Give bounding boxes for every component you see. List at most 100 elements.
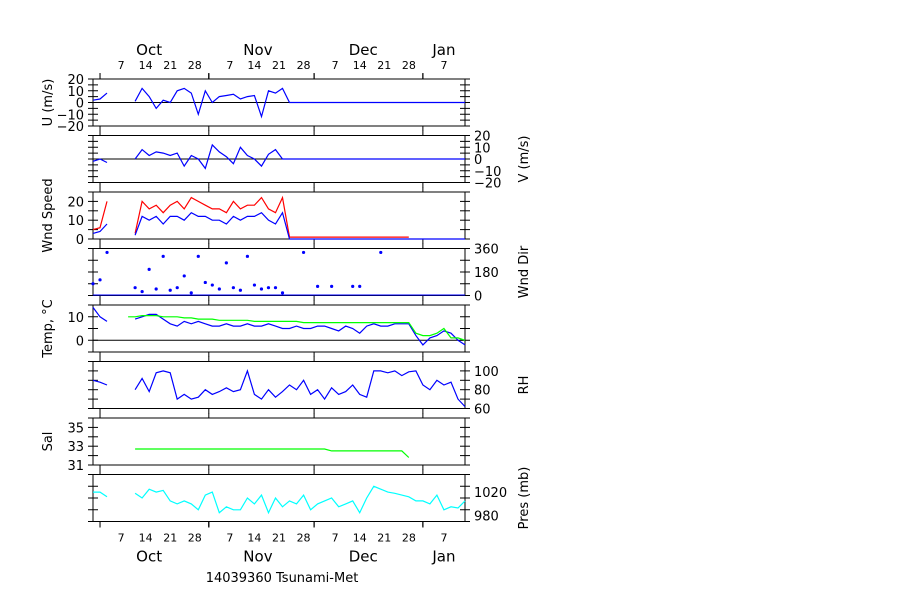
data-point [238,288,242,292]
panel-frame [92,474,466,522]
y-tick-label: 0 [76,334,84,349]
data-point [91,282,95,286]
data-point [316,284,320,288]
series-line [92,369,466,408]
data-point [196,254,200,258]
series-line [128,315,466,341]
y-axis-label: Pres (mb) [517,467,532,530]
series-line [93,485,466,515]
top-day-label: 7 [226,59,233,72]
data-point [210,283,214,287]
bottom-day-label: 14 [247,532,261,545]
data-point [217,287,221,291]
series-line [92,87,465,119]
data-point [182,274,186,278]
top-day-label: 21 [163,59,177,72]
y-tick-label: 20 [67,195,84,210]
data-point [245,254,250,258]
y-tick-label: 31 [67,459,84,474]
top-month-label: Dec [349,41,378,59]
y-tick-label: −10 [57,108,84,123]
bottom-month-label: Nov [243,548,272,566]
data-point [231,286,235,290]
data-point [224,261,228,265]
bottom-day-label: 21 [163,532,177,545]
data-point [358,284,362,288]
data-point [273,286,278,290]
y-tick-label: 10 [67,214,84,229]
y-tick-label: 980 [474,510,499,525]
y-tick-label: 360 [474,243,499,258]
bottom-day-label: 7 [440,532,447,545]
y-tick-label: −20 [57,120,84,135]
bottom-month-label: Dec [349,548,378,566]
top-day-label: 7 [440,59,447,72]
series-line [92,211,465,240]
data-point [175,286,179,290]
data-point [189,291,193,295]
top-month-label: Nov [243,41,272,59]
y-tick-label: −10 [474,165,501,180]
data-point [168,288,172,292]
bottom-day-label: 28 [188,532,202,545]
y-tick-label: 0 [474,153,482,168]
data-point [252,283,257,287]
top-month-label: Jan [431,41,455,59]
y-axis-label: Wnd Dir [517,245,532,298]
top-day-label: 7 [118,59,125,72]
y-tick-label: 20 [474,130,491,145]
panel-pres-mb: 980 1020 Pres (mb) [88,467,532,530]
y-tick-label: −20 [474,177,501,192]
y-tick-label: 0 [474,290,482,305]
y-tick-label: 0 [76,97,84,112]
series-line [92,143,465,170]
data-point [161,254,165,258]
bottom-day-label: 21 [377,532,391,545]
y-axis-label: Temp, °C [41,299,56,359]
top-month-label: Oct [136,41,162,59]
panel-frame [92,191,466,240]
top-day-label: 14 [247,59,261,72]
panel-frame [92,417,466,466]
top-day-label: 14 [353,59,367,72]
y-tick-label: 20 [67,73,84,88]
bottom-day-label: 7 [118,532,125,545]
top-day-label: 28 [188,59,202,72]
series-line [92,307,466,346]
y-tick-label: 33 [67,440,84,455]
y-axis-label: Sal [41,432,56,452]
series-line [92,195,409,238]
bottom-day-label: 7 [226,532,233,545]
data-point [351,284,355,288]
top-day-label: 7 [332,59,339,72]
y-axis-label: V (m/s) [517,136,532,183]
top-day-label: 21 [272,59,286,72]
panel-wnd-speed: 0 10 20 Wnd Speed [41,178,470,253]
data-point [133,286,137,290]
bottom-day-label: 28 [402,532,416,545]
panel-sal: 31 33 35 Sal [41,413,470,474]
data-point [280,291,285,295]
series-line [135,448,410,458]
y-tick-label: 1020 [474,486,507,501]
panel-wnd-dir: 0 180 360 Wnd Dir [88,243,532,305]
bottom-month-label: Oct [136,548,162,566]
bottom-day-label: 14 [353,532,367,545]
chart-title: 14039360 Tsunami-Met [206,571,359,586]
y-tick-label: 10 [67,311,84,326]
data-point [105,250,109,255]
bottom-day-label: 21 [272,532,286,545]
panel-frame [92,361,466,409]
panel-frame [92,304,466,353]
y-tick-label: 10 [67,85,84,100]
data-point [379,250,383,255]
panel-temp-c: 0 10 Temp, °C [41,299,470,359]
bottom-day-label: 7 [332,532,339,545]
data-point [140,289,144,294]
y-tick-label: 80 [474,384,491,399]
y-tick-label: 0 [76,233,84,248]
data-point [330,284,334,288]
y-axis-label: RH [517,376,532,395]
